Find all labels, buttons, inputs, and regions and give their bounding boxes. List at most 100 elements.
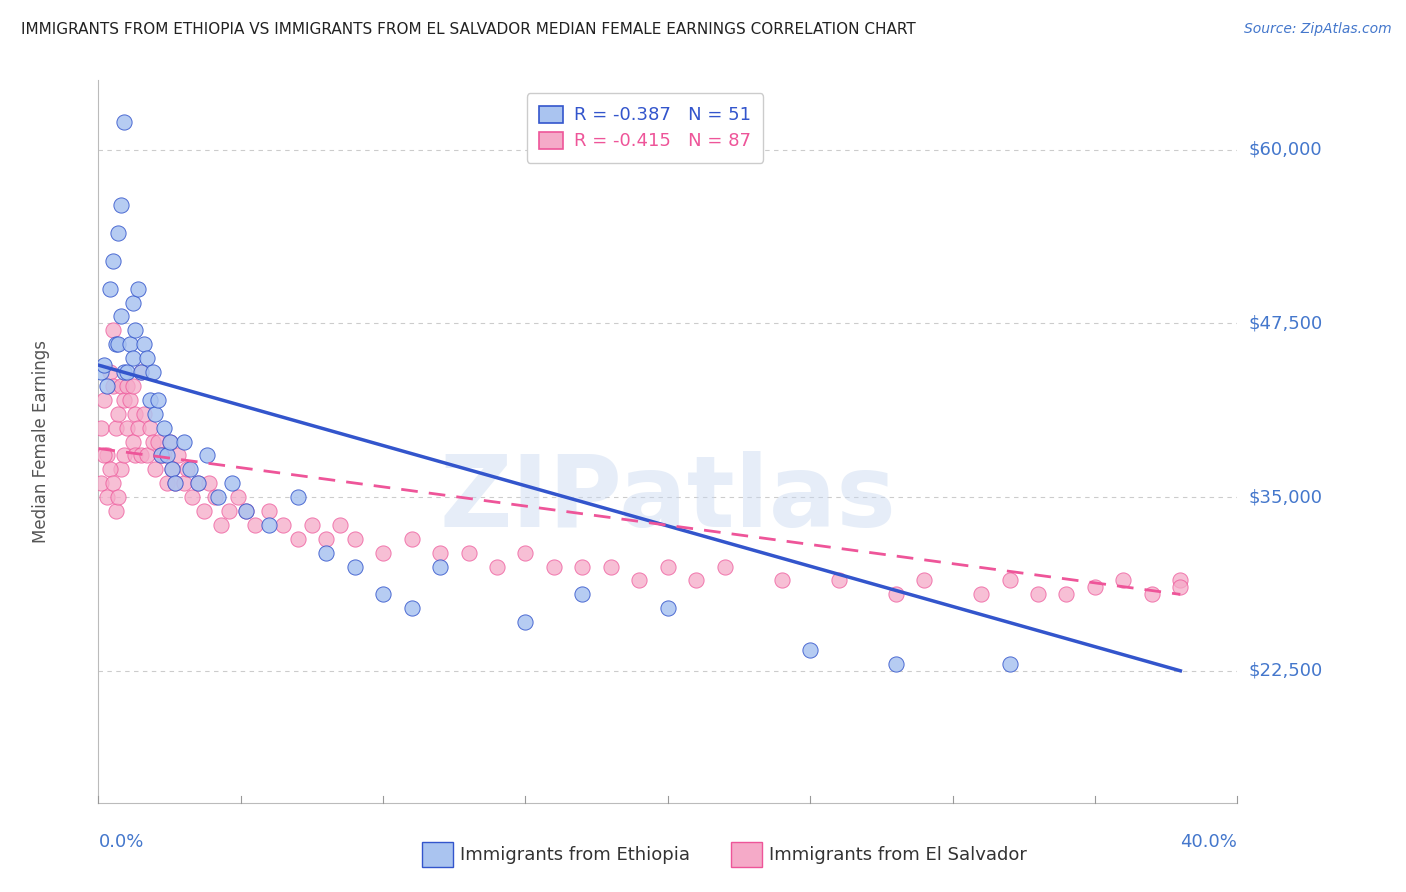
Point [127,420,149,434]
Point [1140,587,1163,601]
Point [218,504,240,518]
Point [135,351,157,366]
Point [998,574,1021,588]
Point [101,323,124,337]
Point [93,392,115,407]
Text: Source: ZipAtlas.com: Source: ZipAtlas.com [1244,22,1392,37]
Point [373,587,395,601]
Point [115,365,138,379]
Point [187,476,209,491]
Point [98,462,121,476]
Text: 40.0%: 40.0% [1181,833,1237,851]
Point [98,365,121,379]
Point [150,449,173,463]
Point [115,379,138,393]
Point [243,517,266,532]
Point [657,601,679,615]
Point [770,574,793,588]
Point [315,532,337,546]
Point [150,449,173,463]
Point [132,407,155,421]
Point [90,365,112,379]
Point [127,282,149,296]
Point [129,365,152,379]
Point [628,574,651,588]
Point [104,337,127,351]
Point [121,379,143,393]
Point [101,253,124,268]
Point [104,504,127,518]
Point [179,462,201,476]
Point [315,546,337,560]
Point [912,574,935,588]
Point [287,490,309,504]
Point [173,434,195,449]
Text: $47,500: $47,500 [1249,315,1323,333]
Point [90,476,112,491]
Point [187,476,209,491]
Point [118,392,141,407]
Point [132,337,155,351]
Point [141,365,163,379]
Point [104,420,127,434]
Point [1170,574,1192,588]
Point [1056,587,1078,601]
Point [156,476,179,491]
Point [112,392,135,407]
Point [118,337,141,351]
Point [204,490,226,504]
Point [110,198,132,212]
Point [124,407,146,421]
Point [429,559,451,574]
Point [96,449,118,463]
Point [110,379,132,393]
Point [156,449,179,463]
Point [884,657,907,671]
Text: Median Female Earnings: Median Female Earnings [32,340,51,543]
Point [235,504,257,518]
Point [226,490,249,504]
Point [107,337,129,351]
Point [198,476,221,491]
Point [129,449,152,463]
Point [799,643,821,657]
Point [115,420,138,434]
Point [1112,574,1135,588]
Point [165,476,187,491]
Point [486,559,509,574]
Text: Immigrants from El Salvador: Immigrants from El Salvador [769,846,1026,863]
Point [159,434,181,449]
Point [112,365,135,379]
Point [1084,581,1107,595]
Point [112,449,135,463]
Point [141,434,163,449]
Point [124,449,146,463]
Point [401,532,423,546]
Point [828,574,851,588]
Point [148,434,170,449]
Point [93,449,115,463]
Point [221,476,243,491]
Point [1170,581,1192,595]
Point [457,546,479,560]
Text: $60,000: $60,000 [1249,141,1322,159]
Point [110,462,132,476]
Point [343,532,366,546]
Point [685,574,707,588]
Point [235,504,257,518]
Point [162,462,184,476]
Text: $22,500: $22,500 [1249,662,1323,680]
Point [121,295,143,310]
Point [970,587,993,601]
Point [107,490,129,504]
Point [101,476,124,491]
Text: 0.0%: 0.0% [98,833,143,851]
Point [112,115,135,129]
Point [167,449,190,463]
Point [343,559,366,574]
Point [429,546,451,560]
Point [195,449,218,463]
Point [543,559,565,574]
Point [162,462,184,476]
Point [107,407,129,421]
